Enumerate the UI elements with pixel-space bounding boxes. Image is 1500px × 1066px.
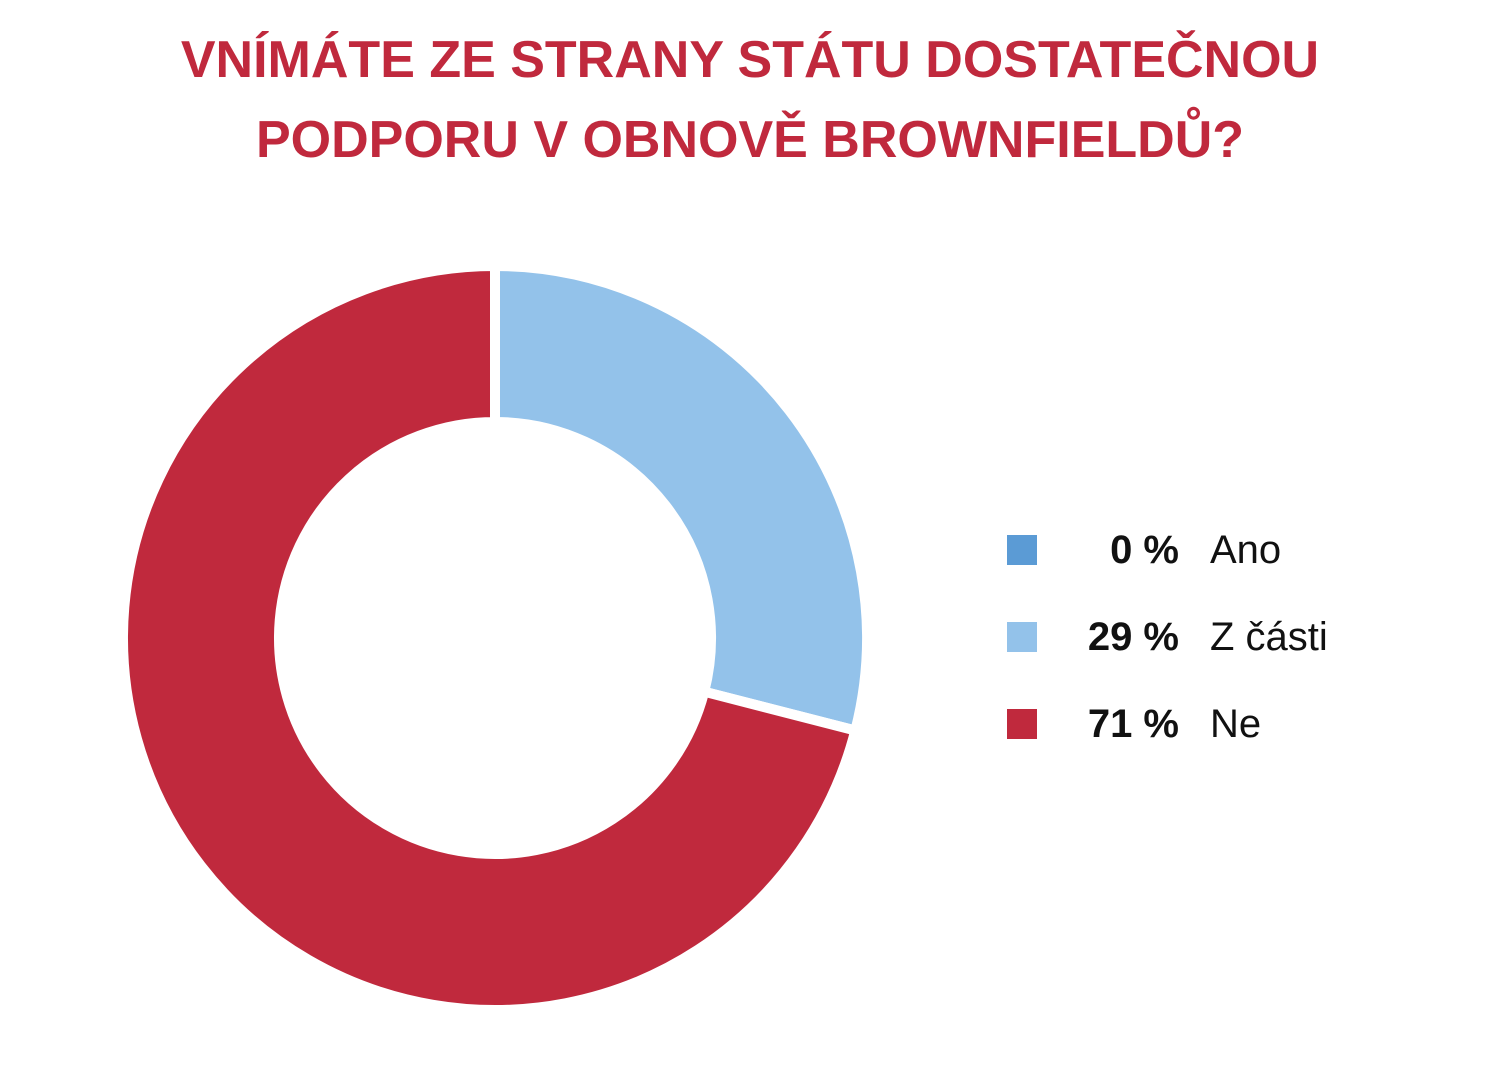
legend-value: 29 %	[1087, 615, 1179, 659]
legend-item-ano: 0 % Ano	[1007, 520, 1407, 607]
legend: 0 % Ano 29 % Z části 71 % Ne	[1007, 520, 1407, 781]
chart-title-line-2: PODPORU V OBNOVĚ BROWNFIELDŮ?	[255, 111, 1245, 169]
legend-item-z-casti: 29 % Z části	[1007, 607, 1407, 694]
legend-swatch	[1007, 622, 1037, 652]
chart-title-line-1: VNÍMÁTE ZE STRANY STÁTU DOSTATEČNOU	[180, 31, 1320, 89]
chart-title: VNÍMÁTE ZE STRANY STÁTU DOSTATEČNOU PODP…	[0, 20, 1500, 180]
legend-swatch	[1007, 535, 1037, 565]
legend-value: 71 %	[1087, 702, 1179, 746]
donut-slice-z-části	[490, 260, 872, 737]
legend-swatch	[1007, 709, 1037, 739]
legend-label: Ano	[1210, 528, 1282, 572]
legend-value: 0 %	[1110, 528, 1179, 572]
legend-label: Ne	[1210, 702, 1262, 746]
donut-slice-ne	[118, 260, 862, 1015]
legend-item-ne: 71 % Ne	[1007, 694, 1407, 781]
legend-label: Z části	[1210, 615, 1328, 659]
